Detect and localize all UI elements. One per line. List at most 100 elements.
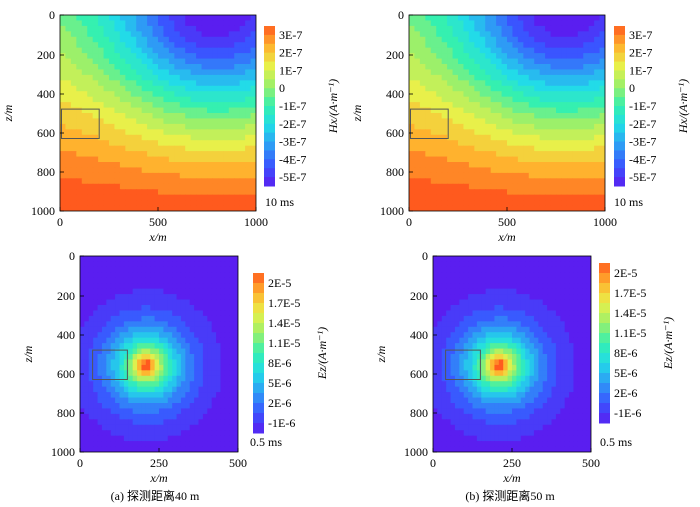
heat-cell [196,145,203,152]
heat-cell [103,107,110,114]
heat-cell [201,53,208,60]
heat-cell [152,102,159,109]
heat-cell [529,315,535,322]
heat-cell [92,205,99,211]
heat-cell [136,113,143,120]
heat-cell [436,47,443,54]
heat-cell [476,315,482,322]
heat-cell [512,107,519,114]
heat-cell [174,151,181,158]
heat-cell [561,178,568,185]
heat-cell [190,183,197,190]
heat-cell [561,200,568,207]
heat-cell [110,446,116,452]
heat-cell [430,58,437,65]
heat-cell [577,96,584,103]
heat-cell [106,288,112,295]
heat-cell [485,47,492,54]
heat-cell [539,96,546,103]
heat-cell [136,167,143,174]
heat-cell [168,189,175,196]
heat-cell [245,183,252,190]
heat-cell [211,424,217,431]
heat-cell [468,91,475,98]
heat-cell [141,381,147,388]
heat-cell [447,53,454,60]
heat-cell [174,42,181,49]
heat-cell [501,183,508,190]
heat-cell [76,36,83,43]
heat-cell [130,74,137,81]
heat-cell [594,200,601,207]
heat-cell [250,113,256,120]
heat-cell [196,200,203,207]
heat-cell [216,294,222,301]
heat-cell [528,156,535,163]
heat-cell [490,205,497,211]
heat-cell [468,172,475,179]
heat-cell [179,31,186,38]
colorbar-a-bottom: 2E-51.7E-51.4E-51.1E-58E-65E-62E-6-1E-6E… [253,273,329,434]
heat-cell [207,140,214,147]
heat-cell [485,69,492,76]
heat-cell [216,419,222,426]
heat-cell [136,183,143,190]
heat-cell [217,80,224,87]
y-tick-label: 200 [386,48,404,62]
heat-cell [176,326,182,333]
heat-cell [520,348,526,355]
heat-cell [88,277,94,284]
heat-cell [479,123,486,130]
heat-cell [468,42,475,49]
heat-cell [201,47,208,54]
heat-cell [441,64,448,71]
heat-cell [163,337,169,344]
heat-cell [103,58,110,65]
heat-cell [577,167,584,174]
heat-cell [452,53,459,60]
heat-cell [430,113,437,120]
heat-cell [245,31,252,38]
heat-cell [250,96,256,103]
heat-cell [547,386,553,393]
heat-cell [109,80,116,87]
heat-cell [594,189,601,196]
heat-cell [419,64,426,71]
heat-cell [163,189,170,196]
heat-cell [167,283,173,290]
heat-cell [132,266,138,273]
heat-cell [132,370,138,377]
heat-cell [496,64,503,71]
heat-cell [97,446,103,452]
heat-cell [103,189,110,196]
heat-cell [233,413,238,420]
heat-cell [194,359,200,366]
heat-cell [172,256,178,263]
heat-cell [556,47,563,54]
heat-cell [60,107,67,114]
heat-cell [110,294,116,301]
heat-cell [520,299,526,306]
heat-cell [115,392,121,399]
heat-cell [167,332,173,339]
heat-cell [496,145,503,152]
heat-cell [561,183,568,190]
heat-cell [490,36,497,43]
y-tick-label: 600 [386,126,404,140]
heat-cell [572,42,579,49]
heat-cell [561,42,568,49]
heat-cell [560,343,566,350]
heat-cell [476,305,482,312]
heat-cell [194,441,200,448]
heat-cell [202,283,208,290]
heat-cell [485,283,491,290]
heat-cell [110,343,116,350]
heat-cell [119,441,125,448]
heat-cell [494,354,500,361]
heat-cell [220,348,226,355]
heat-cell [190,162,197,169]
heat-cell [65,118,72,125]
heat-cell [239,31,246,38]
heat-cell [167,321,173,328]
heat-cell [573,315,579,322]
